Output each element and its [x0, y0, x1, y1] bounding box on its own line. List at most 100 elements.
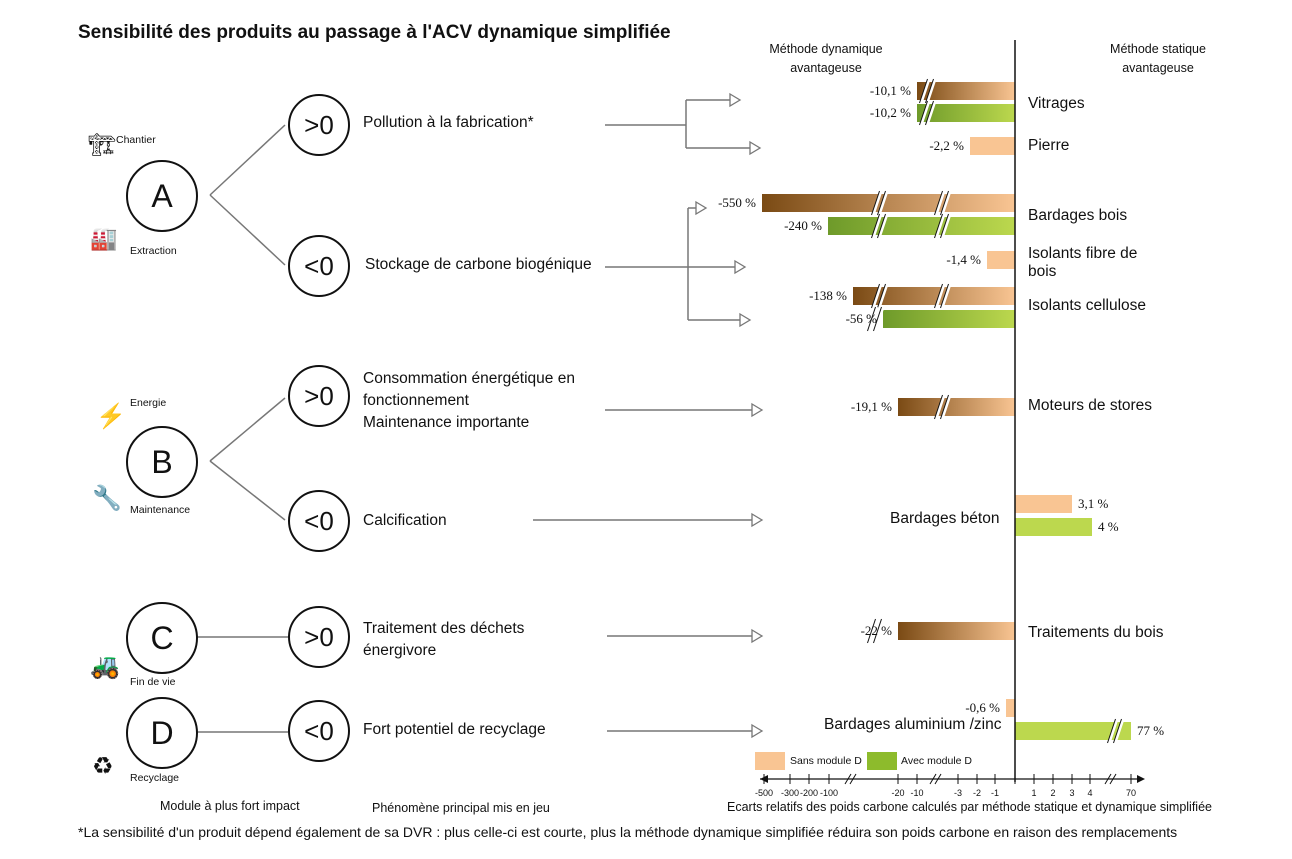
header-line: Méthode statique: [1110, 42, 1206, 56]
axis-break-mark: [934, 773, 942, 785]
module-c-circle: C: [126, 602, 198, 674]
header-static: Méthode statique avantageuse: [1078, 40, 1238, 78]
break-mark: [934, 213, 946, 239]
fin-de-vie-icon: 🚜: [90, 653, 120, 680]
phenomenon-text: fonctionnement: [363, 392, 469, 409]
break-mark: [940, 394, 949, 420]
break-mark: [940, 213, 949, 239]
axis-tick-label: -2: [973, 788, 981, 798]
axis-tick-label: 1: [1031, 788, 1036, 798]
bar-avec: [1015, 722, 1131, 740]
bar-sans: [1006, 699, 1015, 717]
energie-icon: ⚡: [96, 403, 126, 430]
product-label: bois: [1028, 263, 1057, 280]
break-mark: [934, 394, 943, 420]
break-mark: [873, 618, 882, 644]
product-label: Isolants fibre de: [1028, 245, 1138, 262]
break-mark: [877, 213, 889, 239]
bar-value-label: -56 %: [846, 311, 878, 326]
product-label: Isolants cellulose: [1028, 297, 1147, 314]
break-mark: [934, 283, 946, 309]
break-mark: [867, 306, 876, 332]
axis-break-mark: [929, 773, 937, 785]
icon-label: Extraction: [130, 245, 177, 257]
axis-tick-label: 2: [1050, 788, 1055, 798]
axis-break-mark: [1109, 773, 1117, 785]
break-mark: [925, 100, 937, 126]
phenomenon-text: Stockage de carbone biogénique: [365, 256, 592, 273]
break-mark: [919, 100, 928, 126]
icon-label: Chantier: [116, 134, 156, 146]
break-mark: [1107, 718, 1119, 744]
product-label: Traitements du bois: [1028, 624, 1164, 641]
break-mark: [877, 213, 886, 239]
bar-avec: [883, 310, 1015, 328]
axis-tick-label: -20: [891, 788, 904, 798]
header-line: Méthode dynamique: [769, 42, 883, 56]
break-mark: [925, 78, 934, 104]
bottom-label-phenomena: Phénomène principal mis en jeu: [372, 801, 550, 815]
break-mark: [867, 618, 876, 644]
axis-break-mark: [1104, 773, 1112, 785]
chantier-icon: 🏗: [88, 132, 116, 157]
arrow-head-icon: [749, 140, 762, 156]
axis-tick-label: -100: [820, 788, 838, 798]
connector-line: [209, 124, 286, 196]
break-mark: [871, 213, 883, 239]
legend-label: Sans module D: [790, 755, 862, 767]
phenomenon-text: Fort potentiel de recyclage: [363, 721, 546, 738]
axis-break-mark: [844, 773, 852, 785]
product-label: Bardages béton: [890, 510, 1000, 527]
bar-value-label: -10,1 %: [870, 83, 911, 98]
icon-label: Maintenance: [130, 504, 191, 516]
arrow-head-icon: [734, 259, 747, 275]
phenomenon-text: Maintenance importante: [363, 414, 530, 431]
product-label: Bardages bois: [1028, 207, 1128, 224]
sign-circle: <0: [288, 490, 350, 552]
product-label: Moteurs de stores: [1028, 397, 1153, 414]
icon-label: Energie: [130, 397, 167, 409]
bar-value-label: -1,4 %: [946, 252, 981, 267]
connector-line: [209, 194, 286, 266]
axis-tick-label: -1: [991, 788, 999, 798]
break-mark: [940, 394, 952, 420]
bar-value-label: -2,2 %: [929, 138, 964, 153]
axis-label: Ecarts relatifs des poids carbone calcul…: [727, 800, 1212, 814]
bar-sans: [898, 398, 1015, 416]
break-mark: [871, 283, 883, 309]
bar-value-label: -0,6 %: [965, 700, 1000, 715]
bar-value-label: -22 %: [861, 623, 893, 638]
bar-value-label: -550 %: [718, 195, 756, 210]
break-mark: [867, 618, 879, 644]
break-mark: [925, 100, 934, 126]
phenomenon-text: Traitement des déchets: [363, 620, 525, 637]
connector-line: [209, 397, 286, 462]
axis-tick-label: -10: [910, 788, 923, 798]
product-label: Vitrages: [1028, 95, 1085, 112]
connector-line: [209, 460, 286, 521]
axis-tick-label: 70: [1126, 788, 1136, 798]
module-a-circle: A: [126, 160, 198, 232]
extraction-icon: 🏭: [90, 226, 118, 251]
bar-value-label: 4 %: [1098, 519, 1119, 534]
axis-tick-label: -200: [800, 788, 818, 798]
break-mark: [871, 190, 883, 216]
arrow-head-icon: [751, 402, 764, 418]
product-label: Pierre: [1028, 137, 1070, 154]
arrow-head-icon: [751, 628, 764, 644]
sign-circle: >0: [288, 606, 350, 668]
break-mark: [934, 213, 943, 239]
arrow-head-icon: [751, 723, 764, 739]
footnote: *La sensibilité d'un produit dépend égal…: [78, 824, 1178, 840]
break-mark: [934, 190, 946, 216]
bar-avec: [828, 217, 1015, 235]
icon-label: Fin de vie: [130, 676, 176, 688]
arrow-head-icon: [695, 200, 708, 216]
break-mark: [925, 78, 937, 104]
break-mark: [940, 283, 949, 309]
bar-value-label: -10,2 %: [870, 105, 911, 120]
axis-break-mark: [849, 773, 857, 785]
phenomenon-text: Consommation énergétique en: [363, 370, 575, 387]
